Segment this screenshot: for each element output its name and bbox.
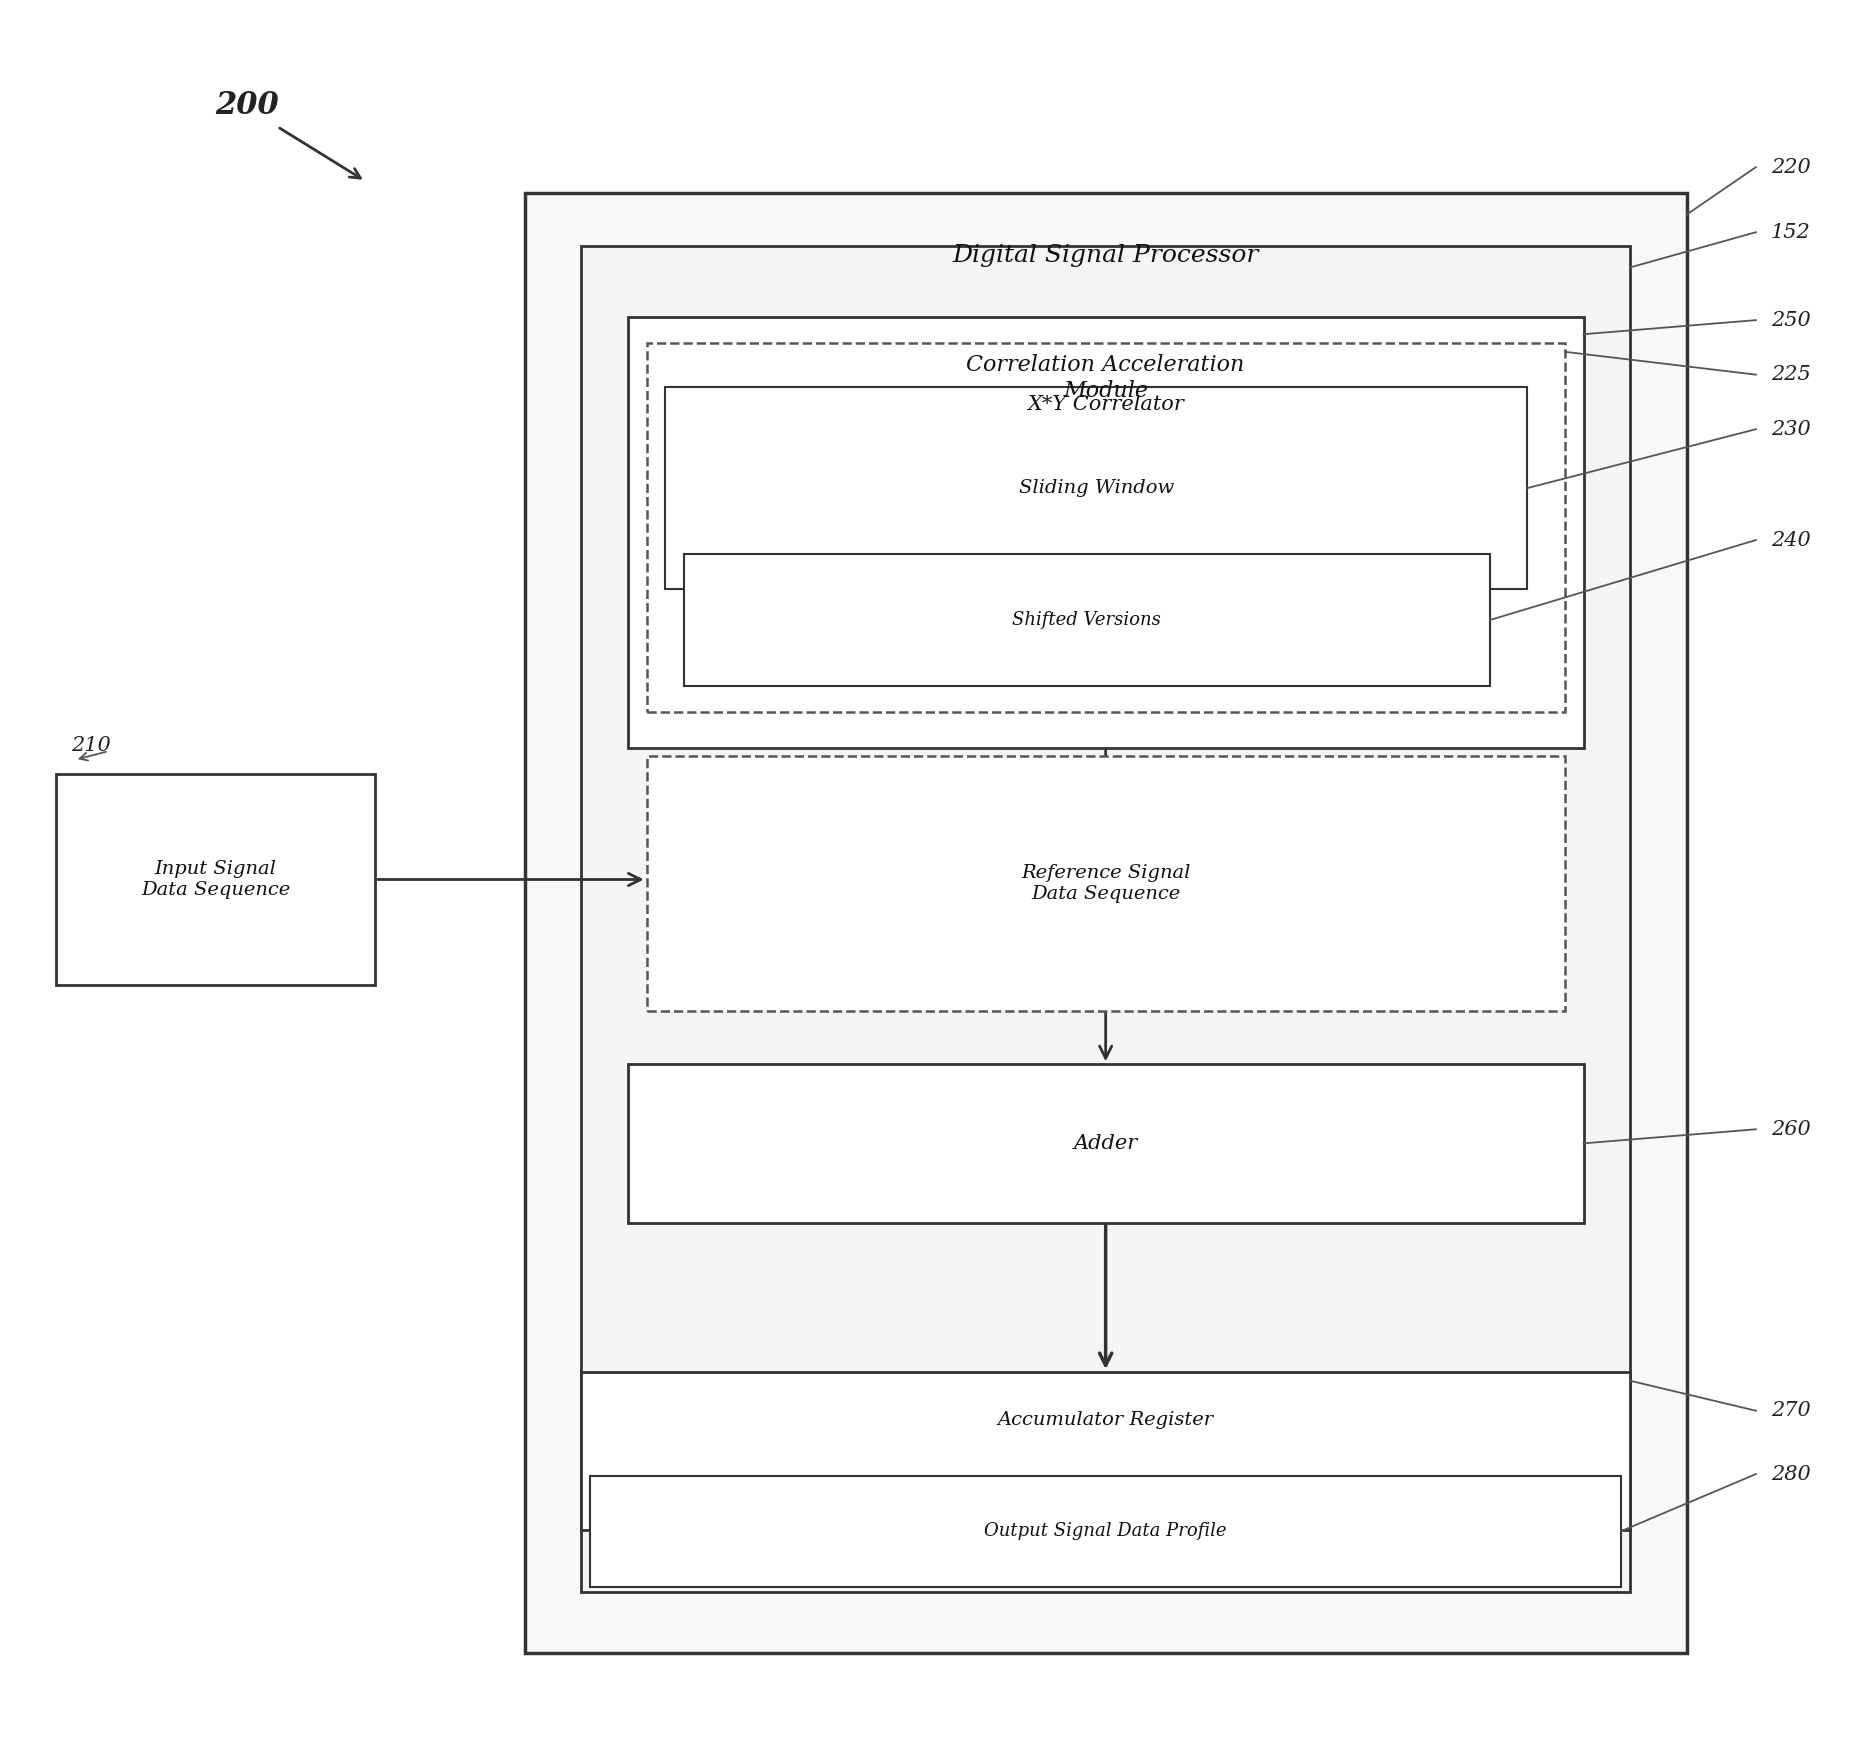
Text: Shifted Versions: Shifted Versions <box>1011 610 1161 630</box>
Text: 200: 200 <box>215 90 279 121</box>
Text: Reference Signal
Data Sequence: Reference Signal Data Sequence <box>1021 864 1189 904</box>
Text: 152: 152 <box>1770 223 1809 241</box>
FancyBboxPatch shape <box>56 774 375 985</box>
Text: 220: 220 <box>1770 158 1809 176</box>
FancyBboxPatch shape <box>665 387 1526 589</box>
Text: Correlation Acceleration
Module: Correlation Acceleration Module <box>966 355 1244 401</box>
Text: X*Y Correlator: X*Y Correlator <box>1026 396 1184 413</box>
FancyBboxPatch shape <box>627 1064 1583 1223</box>
Text: Output Signal Data Profile: Output Signal Data Profile <box>983 1522 1227 1541</box>
Text: Sliding Window: Sliding Window <box>1019 478 1172 498</box>
Text: 210: 210 <box>71 737 111 755</box>
Text: Adder: Adder <box>1073 1135 1137 1152</box>
FancyBboxPatch shape <box>581 1372 1630 1530</box>
Text: 250: 250 <box>1770 311 1809 329</box>
Text: Digital Signal Processor: Digital Signal Processor <box>951 243 1259 267</box>
FancyBboxPatch shape <box>646 756 1564 1011</box>
FancyBboxPatch shape <box>684 554 1489 686</box>
Text: 225: 225 <box>1770 366 1809 383</box>
Text: 230: 230 <box>1770 420 1809 438</box>
FancyBboxPatch shape <box>646 343 1564 712</box>
Text: 260: 260 <box>1770 1120 1809 1138</box>
FancyBboxPatch shape <box>590 1476 1620 1587</box>
Text: Input Signal
Data Sequence: Input Signal Data Sequence <box>140 860 290 899</box>
Text: 240: 240 <box>1770 531 1809 549</box>
FancyBboxPatch shape <box>524 193 1686 1653</box>
Text: Accumulator Register: Accumulator Register <box>996 1411 1214 1428</box>
Text: 270: 270 <box>1770 1402 1809 1420</box>
FancyBboxPatch shape <box>581 246 1630 1592</box>
Text: 280: 280 <box>1770 1465 1809 1483</box>
FancyBboxPatch shape <box>627 317 1583 748</box>
